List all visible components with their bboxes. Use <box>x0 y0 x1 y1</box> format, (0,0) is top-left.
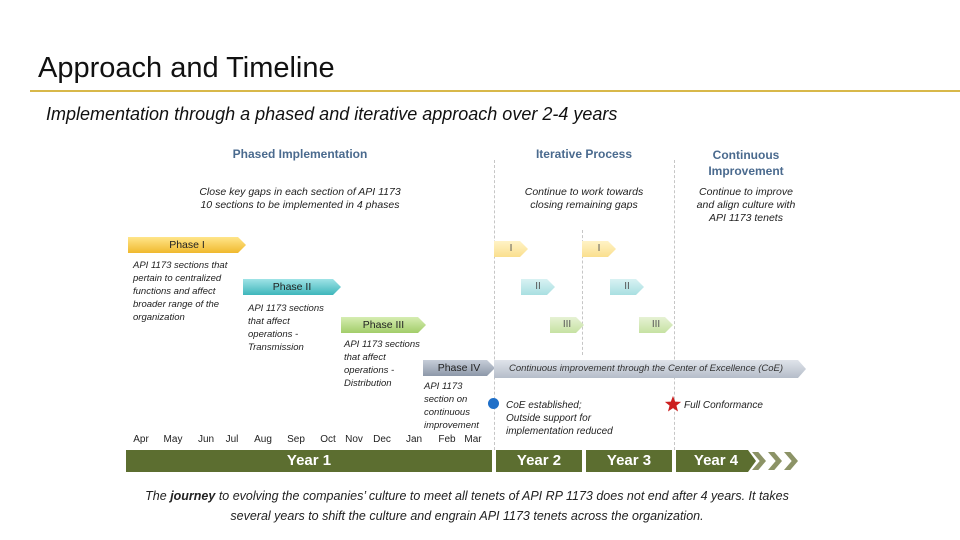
footer-text-part: to evolving the companies’ culture to me… <box>215 489 789 523</box>
blue-dot-icon <box>488 398 499 409</box>
phase-3-arrow: Phase III <box>341 317 426 333</box>
month-label: Dec <box>373 434 391 445</box>
month-label: Feb <box>438 434 456 445</box>
phase-desc-line: that affect <box>344 352 386 363</box>
title-divider <box>30 90 960 92</box>
phase-2-description: API 1173 sections that affect operations… <box>248 302 348 354</box>
phase-desc-line: API 1173 sections that <box>133 260 228 271</box>
phase-desc-line: Distribution <box>344 378 392 389</box>
iteration-3-arrow: III <box>639 317 673 333</box>
month-label: Sep <box>287 434 305 445</box>
iteration-1-arrow: I <box>582 241 616 257</box>
phase-desc-line: API 1173 sections <box>344 339 420 350</box>
iteration-2-arrow: II <box>610 279 644 295</box>
chevron-right-icon <box>784 452 798 470</box>
phase-2-arrow: Phase II <box>243 279 341 295</box>
phase-4-arrow: Phase IV <box>423 360 495 376</box>
year-4-bar: Year 4 <box>676 450 756 472</box>
phase-desc-line: improvement <box>424 420 479 431</box>
continuous-improvement-header: Continuous Improvement <box>676 147 816 179</box>
continuous-note-line: and align culture with <box>696 199 796 211</box>
phase-desc-line: that affect <box>248 316 290 327</box>
page-subtitle: Implementation through a phased and iter… <box>46 104 618 124</box>
iterative-process-note: Continue to work towards closing remaini… <box>494 186 674 212</box>
page-title: Approach and Timeline <box>38 52 335 84</box>
phased-implementation-header: Phased Implementation <box>232 147 368 161</box>
month-label: Oct <box>320 434 336 445</box>
red-star-icon <box>664 395 682 412</box>
month-label: Aug <box>254 434 272 445</box>
coe-milestone-text: CoE established; Outside support for imp… <box>506 399 656 438</box>
phase-1-arrow: Phase I <box>128 237 246 253</box>
iteration-3-arrow: III <box>550 317 584 333</box>
chevron-right-icon <box>768 452 782 470</box>
month-label: May <box>163 434 183 445</box>
continuous-note-line: Continue to improve <box>699 186 793 198</box>
year-2-bar: Year 2 <box>496 450 582 472</box>
phase-desc-line: section on <box>424 394 468 405</box>
phase-desc-line: Transmission <box>248 342 304 353</box>
phase-desc-line: organization <box>133 312 185 323</box>
footer-text-emphasis: journey <box>170 489 216 503</box>
phase-desc-line: API 1173 sections <box>248 303 324 314</box>
continuous-improvement-note: Continue to improve and align culture wi… <box>676 186 816 225</box>
milestone-line: Outside support for <box>506 413 592 424</box>
phased-implementation-note: Close key gaps in each section of API 11… <box>170 186 430 212</box>
phase-desc-line: operations - <box>248 329 299 340</box>
continuous-header-line: Improvement <box>708 164 784 178</box>
iteration-1-arrow: I <box>494 241 528 257</box>
month-label: Jan <box>405 434 423 445</box>
month-label: Jun <box>197 434 215 445</box>
year-1-bar: Year 1 <box>126 450 492 472</box>
full-conformance-label: Full Conformance <box>684 400 763 411</box>
phase-desc-line: API 1173 <box>424 381 463 392</box>
phase-4-description: API 1173 section on continuous improveme… <box>424 380 494 432</box>
phase-desc-line: broader range of the <box>133 299 220 310</box>
phase-desc-line: continuous <box>424 407 470 418</box>
continuous-note-line: API 1173 tenets <box>709 212 783 224</box>
separator-mid <box>582 230 583 355</box>
coe-continuous-improvement-bar: Continuous improvement through the Cente… <box>494 360 806 378</box>
iterative-process-header: Iterative Process <box>535 147 633 161</box>
month-label: Jul <box>225 434 239 445</box>
footer-text-part: The <box>145 489 171 503</box>
year-3-bar: Year 3 <box>586 450 672 472</box>
separator-iterative <box>494 160 495 450</box>
phased-note-line: 10 sections to be implemented in 4 phase… <box>200 199 400 211</box>
milestone-line: implementation reduced <box>506 426 613 437</box>
separator-continuous <box>674 160 675 450</box>
iterative-note-line: closing remaining gaps <box>530 199 638 211</box>
continuous-header-line: Continuous <box>712 148 780 162</box>
footer-journey-text: The journey to evolving the companies’ c… <box>132 486 802 526</box>
phase-3-description: API 1173 sections that affect operations… <box>344 338 434 390</box>
month-label: Nov <box>345 434 363 445</box>
phase-desc-line: pertain to centralized <box>133 273 222 284</box>
phase-desc-line: functions and affect <box>133 286 216 297</box>
phase-desc-line: operations - <box>344 365 395 376</box>
iteration-2-arrow: II <box>521 279 555 295</box>
month-label: Apr <box>133 434 149 445</box>
iterative-note-line: Continue to work towards <box>524 186 644 198</box>
phased-note-line: Close key gaps in each section of API 11… <box>199 186 401 198</box>
month-label: Mar <box>464 434 482 445</box>
phase-1-description: API 1173 sections that pertain to centra… <box>133 259 243 324</box>
milestone-line: CoE established; <box>506 400 582 411</box>
